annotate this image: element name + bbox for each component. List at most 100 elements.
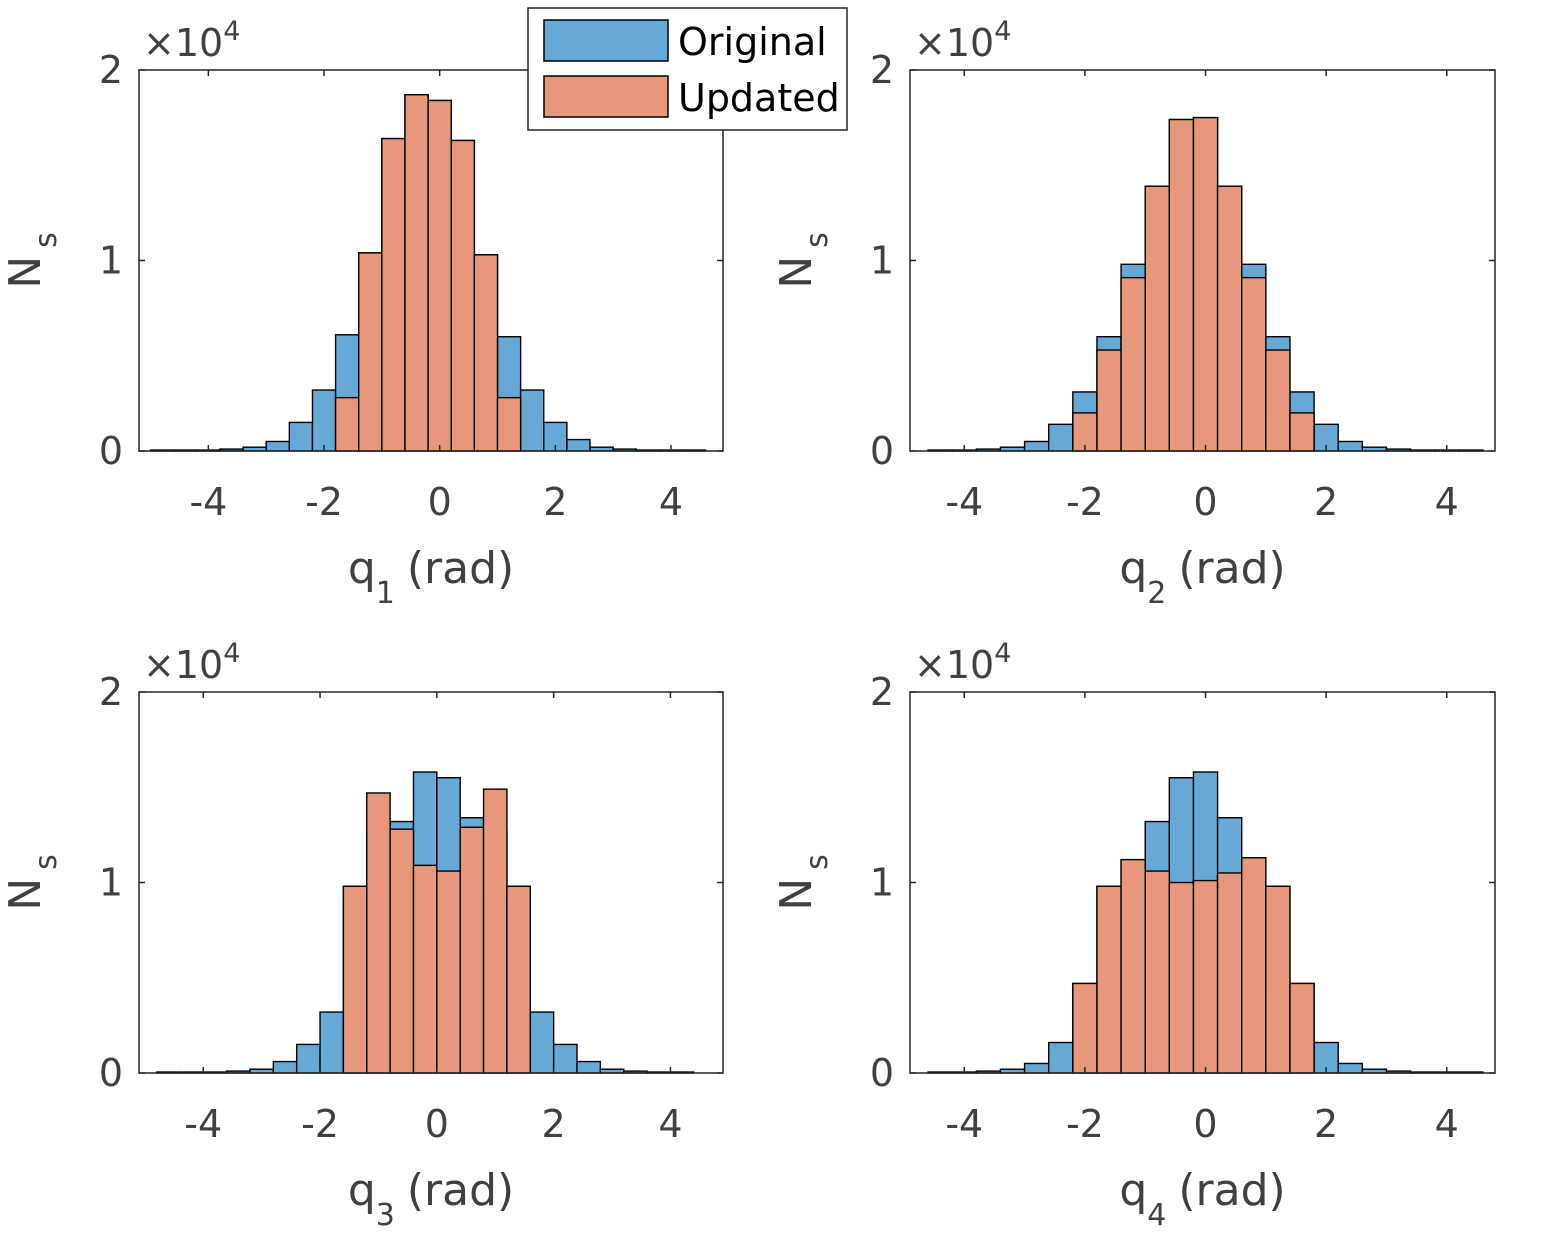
x-tick-label: 4 <box>1435 480 1459 524</box>
y-exponent-label: ×104 <box>914 16 1011 65</box>
bar-updated <box>1241 276 1267 452</box>
bar-updated <box>1241 857 1267 1074</box>
x-tick-label: -4 <box>945 480 983 524</box>
x-axis-label-unit: (rad) <box>407 543 514 594</box>
y-axis-label-subscript: s <box>29 232 64 248</box>
y-exponent-power: 4 <box>223 16 240 47</box>
x-tick-label: 4 <box>658 1102 682 1146</box>
x-axis-label: q1 (rad) <box>348 543 514 611</box>
y-tick-label: 0 <box>99 429 123 473</box>
bar-updated <box>412 864 438 1074</box>
bar-updated <box>1096 885 1122 1074</box>
bar-updated <box>1265 885 1291 1074</box>
series-updated <box>1072 857 1315 1074</box>
bar-updated <box>366 792 391 1074</box>
x-axis-label-unit: (rad) <box>1178 543 1285 594</box>
bar-updated <box>358 252 383 452</box>
x-tick-label: -2 <box>305 480 343 524</box>
y-axis-label-base: N <box>0 878 51 911</box>
bar-updated <box>1216 185 1243 452</box>
bar-updated <box>1216 872 1243 1074</box>
legend-swatch-original <box>543 19 669 62</box>
series-updated <box>334 94 522 452</box>
bar-original <box>1337 440 1364 452</box>
y-exponent-base: ×10 <box>143 643 223 687</box>
y-axis-label-subscript: s <box>800 232 835 248</box>
bar-updated <box>459 826 485 1074</box>
y-axis-label-subscript: s <box>800 854 835 870</box>
y-axis-label-subscript: s <box>29 854 64 870</box>
x-tick-label: -2 <box>1066 480 1104 524</box>
x-axis-label-base: q <box>1119 543 1147 594</box>
y-tick-label: 1 <box>99 239 123 283</box>
y-tick-label: 0 <box>99 1051 123 1095</box>
bar-updated <box>1120 276 1146 452</box>
bar-original <box>519 389 545 452</box>
y-tick-label: 2 <box>99 670 123 714</box>
bar-updated <box>1168 118 1195 452</box>
y-tick-label: 2 <box>870 48 894 92</box>
y-axis-label: Ns <box>0 854 64 911</box>
bar-original <box>566 438 591 452</box>
bar-updated <box>450 139 476 452</box>
bar-updated <box>496 396 522 452</box>
bar-updated <box>1144 870 1171 1074</box>
x-tick-label: 4 <box>659 480 683 524</box>
bar-original <box>552 1043 578 1074</box>
y-exponent-base: ×10 <box>143 21 223 65</box>
bar-original <box>265 440 291 452</box>
bar-original <box>529 1011 555 1074</box>
bar-original <box>288 421 314 452</box>
y-tick-label: 2 <box>870 670 894 714</box>
bar-updated <box>381 137 406 452</box>
bar-updated <box>473 254 499 452</box>
y-tick-label: 1 <box>99 861 123 905</box>
x-axis-label-subscript: 1 <box>376 576 395 611</box>
y-exponent-power: 4 <box>994 16 1011 47</box>
x-tick-label: -4 <box>945 1102 983 1146</box>
y-axis-label: Ns <box>771 232 835 289</box>
legend: Original Updated <box>527 7 848 131</box>
bar-original <box>319 1011 345 1074</box>
y-tick-label: 0 <box>870 429 894 473</box>
y-exponent-base: ×10 <box>914 21 994 65</box>
bar-updated <box>342 885 368 1074</box>
legend-label-original: Original <box>678 20 827 64</box>
bar-updated <box>427 99 452 452</box>
y-exponent-power: 4 <box>994 638 1011 669</box>
x-axis-label: q3 (rad) <box>348 1165 514 1233</box>
bar-updated <box>389 828 415 1074</box>
y-exponent-label: ×104 <box>143 638 240 687</box>
x-tick-label: 2 <box>1314 1102 1338 1146</box>
x-axis-label: q4 (rad) <box>1119 1165 1285 1233</box>
y-tick-label: 1 <box>870 239 894 283</box>
bar-original <box>1048 1041 1074 1074</box>
y-tick-label: 2 <box>99 48 123 92</box>
bar-original <box>311 389 337 452</box>
bar-original <box>1337 1062 1364 1074</box>
bar-updated <box>404 94 429 452</box>
bar-updated <box>1072 982 1098 1074</box>
y-axis-label: Ns <box>0 232 64 289</box>
bar-updated <box>1192 116 1219 452</box>
x-axis-label-subscript: 4 <box>1147 1198 1166 1233</box>
bar-original <box>576 1060 602 1074</box>
x-tick-label: -4 <box>189 480 227 524</box>
y-tick-label: 0 <box>870 1051 894 1095</box>
bar-updated <box>506 885 531 1074</box>
bar-updated <box>1265 349 1291 452</box>
bar-updated <box>1289 982 1315 1074</box>
bar-original <box>272 1060 298 1074</box>
bar-updated <box>1144 185 1171 452</box>
y-axis-label-base: N <box>771 878 822 911</box>
x-axis-label-subscript: 2 <box>1147 576 1166 611</box>
x-axis-label-base: q <box>1119 1165 1147 1216</box>
y-axis-label: Ns <box>771 854 835 911</box>
y-exponent-label: ×104 <box>143 16 240 65</box>
x-axis-label: q2 (rad) <box>1119 543 1285 611</box>
x-tick-label: 0 <box>1193 1102 1217 1146</box>
